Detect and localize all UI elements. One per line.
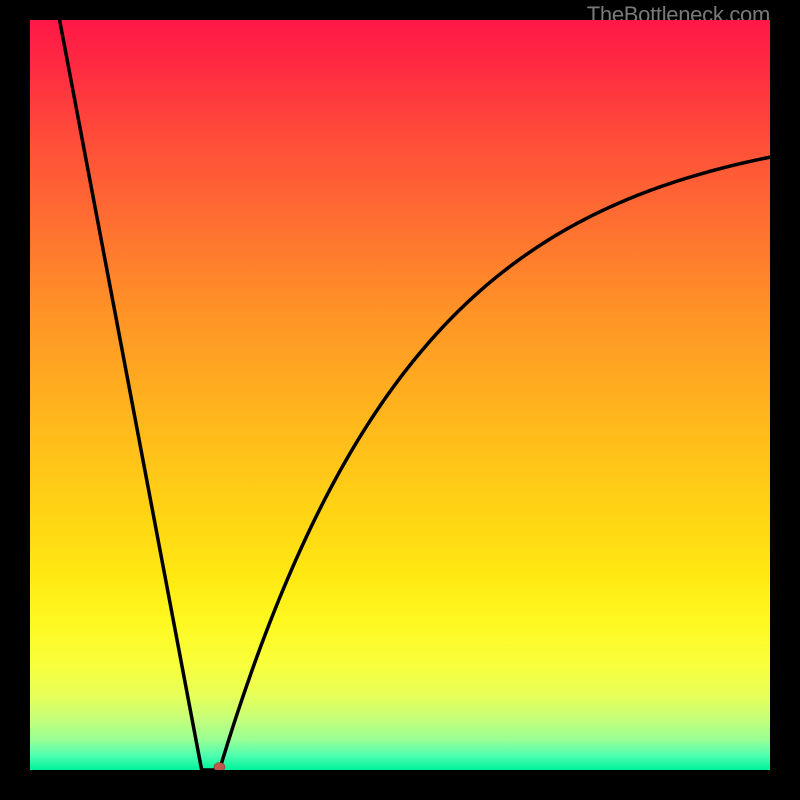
plot-area <box>30 20 770 770</box>
chart-svg <box>30 20 770 770</box>
chart-container: TheBottleneck.com <box>0 0 800 800</box>
optimum-marker <box>214 763 225 771</box>
gradient-background <box>30 20 770 770</box>
